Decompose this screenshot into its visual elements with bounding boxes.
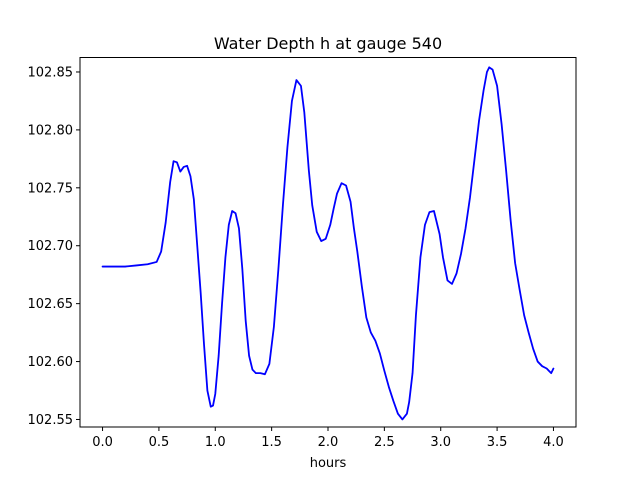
x-tick-label: 3.5	[487, 435, 508, 450]
y-tick-label: 102.55	[28, 413, 74, 428]
x-tick-label: 1.0	[205, 435, 226, 450]
x-tick-label: 3.0	[430, 435, 451, 450]
series-line-0	[101, 66, 555, 421]
y-tick-label: 102.60	[28, 355, 74, 370]
y-tick-label: 102.85	[28, 65, 74, 80]
y-tick-label: 102.70	[28, 239, 74, 254]
x-tick-label: 2.5	[374, 435, 395, 450]
x-axis: 0.0 0.5 1.0 1.5 2.0 2.5 3.0 3.5 4.0	[92, 427, 564, 450]
y-axis: 102.55 102.60 102.65 102.70 102.75 102.80 102.…	[28, 65, 80, 428]
x-tick-label: 4.0	[543, 435, 564, 450]
plot-frame	[79, 57, 577, 428]
x-tick-label: 1.5	[261, 435, 282, 450]
x-tick-label: 0.0	[92, 435, 113, 450]
x-tick-label: 2.0	[318, 435, 339, 450]
y-tick-label: 102.65	[28, 297, 74, 312]
plot-area	[101, 66, 555, 421]
chart-title: Water Depth h at gauge 540	[214, 34, 442, 53]
x-axis-label: hours	[310, 456, 347, 471]
y-tick-label: 102.75	[28, 181, 74, 196]
x-tick-label: 0.5	[149, 435, 170, 450]
y-tick-label: 102.80	[28, 123, 74, 138]
